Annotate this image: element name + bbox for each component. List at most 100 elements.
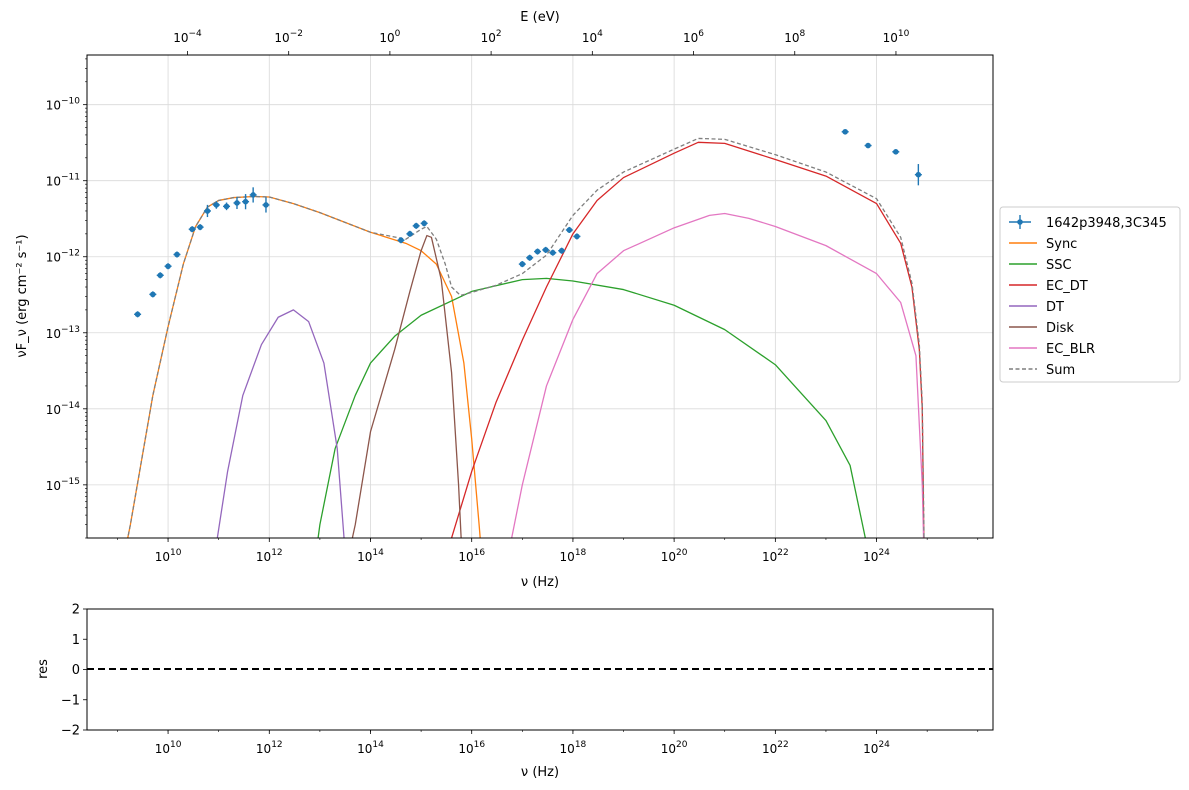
series-dt-line [216,309,345,538]
data-point [204,208,211,214]
model-curves [127,137,925,538]
data-point [263,202,269,208]
residual-y-tick-label: −1 [61,693,80,708]
top-tick-label: 104 [582,29,603,45]
data-point [213,202,220,208]
x-tick-label: 1012 [256,548,283,564]
data-point [915,171,922,178]
top-x-axis-label: E (eV) [520,10,559,25]
main-ticks: 1010 1012 1014 1016 1018 1020 1022 102410−1510−… [46,29,979,732]
data-point [174,251,180,258]
data-point [407,231,413,237]
y-tick-label: 10−14 [46,401,81,417]
legend-label: EC_BLR [1046,342,1095,357]
y-tick-label: 10−12 [46,249,80,265]
data-point [534,248,541,255]
y-tick-label: 10−11 [46,173,80,189]
x-tick-label: 1024 [863,548,890,564]
residual-y-tick-label: 2 [72,603,80,618]
legend-swatch-marker [1017,219,1023,225]
main-y-axis-label: νF_ν (erg cm⁻² s⁻¹) [15,234,30,357]
data-point [526,254,533,261]
residual-y-tick-label: 0 [72,663,80,678]
data-point [574,233,580,240]
residual-x-tick-label: 1024 [863,740,890,756]
data-point [157,272,164,279]
y-tick-label: 10−15 [46,477,80,493]
x-tick-label: 1010 [155,548,182,564]
data-point [542,247,549,253]
legend-label: Sync [1046,237,1077,252]
data-point [250,192,256,198]
legend-label: 1642p3948,3C345 [1046,216,1167,231]
residual-x-tick-label: 1020 [661,740,688,756]
main-x-axis-label: ν (Hz) [521,575,559,590]
legend-label: EC_DT [1046,279,1088,294]
data-point [134,311,141,318]
residual-x-tick-label: 1010 [155,740,182,756]
data-point [165,263,171,270]
data-point [234,200,240,206]
x-tick-label: 1022 [762,548,789,564]
residual-x-tick-label: 1016 [458,740,485,756]
series-disk-line [351,234,462,538]
top-tick-label: 102 [481,29,502,45]
residual-y-axis-label: res [36,659,51,679]
legend-item-dt: DT [1009,300,1064,315]
residual-x-axis-label: ν (Hz) [521,765,559,780]
data-point [150,291,156,298]
y-tick-label: 10−10 [46,97,81,113]
top-tick-label: 108 [784,29,805,45]
data-point [197,224,203,230]
residual-plot: 1010 1012 1014 1016 1018 1020 1022 1024−2−1012 … [36,603,994,780]
legend-label: SSC [1046,258,1072,273]
data-point [421,220,427,227]
residual-y-tick-label: −2 [61,724,80,739]
legend-label: Sum [1046,363,1075,378]
top-tick-label: 10−4 [173,29,202,45]
residual-x-tick-label: 1022 [762,740,789,756]
legend-item-observed: 1642p3948,3C345 [1009,215,1167,231]
data-point [519,261,526,267]
residual-x-tick-label: 1012 [256,740,283,756]
data-point [189,226,196,233]
x-tick-label: 1016 [458,548,485,564]
data-point [413,223,419,229]
legend-item-disk: Disk [1009,321,1074,336]
data-point [566,227,573,233]
legend-frame [999,206,1181,383]
residual-ticks: 1010 1012 1014 1016 1018 1020 1022 1024 −2 −1 0 1 2 [61,603,890,757]
legend-item-ssc: SSC [1009,258,1072,273]
data-point [242,198,249,205]
legend-item-sum: Sum [1009,363,1075,378]
residual-y-tick-label: 1 [72,633,80,648]
legend-item-ec-blr: EC_BLR [1009,342,1095,357]
y-tick-label: 10−13 [46,325,80,341]
top-tick-label: 106 [683,29,704,45]
series-sync-line [127,195,481,538]
data-point [558,247,565,254]
x-tick-label: 1018 [560,548,587,564]
residual-x-tick-label: 1018 [560,740,587,756]
main-plot: 1010 1012 1014 1016 1018 1020 1022 102410−1510−… [15,10,994,732]
legend: 1642p3948,3C345 Sync SSC EC_DT DT Disk EC_BLR S… [999,206,1181,383]
x-tick-label: 1020 [661,548,688,564]
legend-item-sync: Sync [1009,237,1077,252]
series-ec-dt-line [450,141,925,538]
data-point [223,203,230,210]
legend-label: Disk [1046,321,1074,336]
residual-x-tick-label: 1014 [357,740,384,756]
top-tick-label: 10−2 [274,29,303,45]
series-ssc-line [317,277,866,538]
data-point [892,148,899,155]
observed-points [134,128,922,318]
data-point [398,237,404,244]
x-tick-label: 1014 [357,548,384,564]
data-point [549,249,556,256]
top-tick-label: 1010 [883,29,910,45]
legend-label: DT [1046,300,1064,315]
series-sum-line [127,137,925,538]
data-point [842,128,848,135]
data-point [865,142,871,149]
